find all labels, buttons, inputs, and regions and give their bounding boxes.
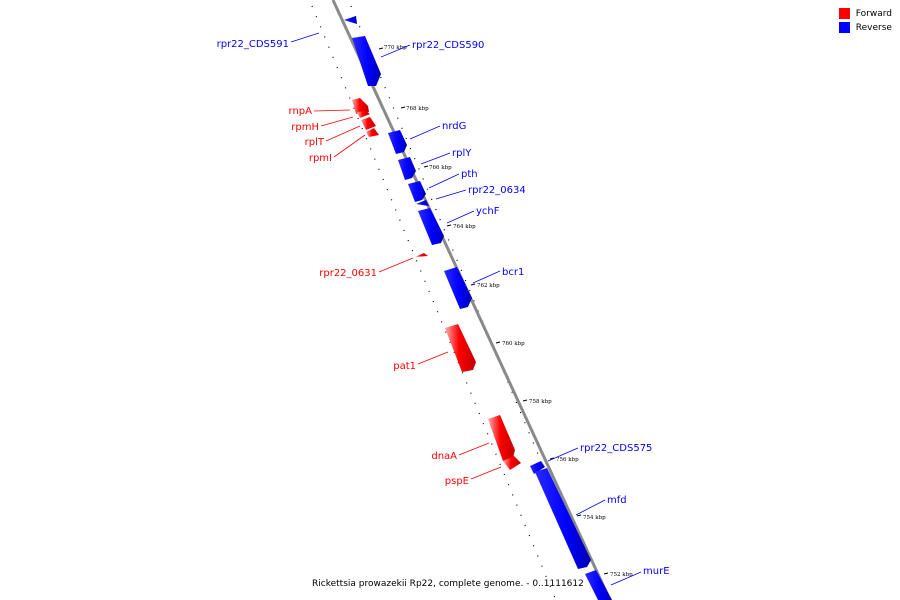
tick-label: 764 kbp [453, 224, 476, 230]
genome-axis [331, 0, 612, 600]
gene-label-bcr1[interactable]: bcr1 [502, 267, 524, 278]
tick-label: 754 kbp [583, 515, 606, 521]
tick-756: 756 kbp [549, 457, 579, 463]
reverse-swatch [838, 22, 850, 33]
tick-label: 762 kbp [477, 283, 500, 289]
gene-arrow-mfd[interactable] [535, 468, 591, 569]
tick-label: 768 kbp [406, 106, 429, 112]
gene-arrow-rplY[interactable] [398, 157, 416, 180]
tick-label: 766 kbp [429, 165, 452, 171]
gene-label-ychF[interactable]: ychF [476, 206, 500, 217]
gene-arrow-rpr22_0634[interactable] [416, 200, 429, 206]
tick-label: 756 kbp [556, 457, 579, 463]
gene-arrow-murE[interactable] [585, 570, 612, 600]
scale-ticks: 770 kbp 768 kbp 766 kbp 764 kbp 762 kbp … [378, 45, 633, 578]
gene-label-pat1[interactable]: pat1 [393, 361, 416, 372]
forward-gene-labels: rnpA rpmH rplT rpmI rpr22_0631 pat1 dnaA… [289, 106, 502, 487]
tick-758: 758 kbp [522, 399, 552, 405]
tick-770: 770 kbp [378, 45, 407, 51]
gene-label-rnpA[interactable]: rnpA [289, 106, 313, 117]
legend-item-reverse: Reverse [838, 22, 892, 33]
tick-760: 760 kbp [495, 341, 525, 347]
gene-arrow-rpmH[interactable] [357, 111, 370, 118]
map-caption: Rickettsia prowazekii Rp22, complete gen… [312, 579, 584, 589]
gene-label-murE[interactable]: murE [643, 566, 670, 577]
gene-label-pth[interactable]: pth [461, 169, 478, 180]
forward-genes [352, 98, 521, 470]
gene-arrow-rpr22_CDS575[interactable] [530, 461, 545, 474]
tick-label: 760 kbp [502, 341, 525, 347]
tick-label: 758 kbp [529, 399, 552, 405]
gene-label-nrdG[interactable]: nrdG [442, 121, 466, 132]
reverse-gene-labels: rpr22_CDS591 rpr22_CDS590 nrdG rplY pth … [217, 32, 670, 586]
gene-label-rpr22_CDS590[interactable]: rpr22_CDS590 [412, 40, 484, 51]
gene-label-dnaA[interactable]: dnaA [431, 451, 457, 462]
gene-label-rpr22_0631[interactable]: rpr22_0631 [319, 268, 377, 279]
tick-label: 752 kbp [610, 572, 633, 578]
gene-arrow-rpmI[interactable] [366, 128, 379, 137]
gene-arrow-dnaA[interactable] [488, 415, 515, 461]
forward-swatch [838, 8, 850, 19]
tick-label: 770 kbp [384, 45, 407, 51]
gene-arrow-ychF[interactable] [418, 208, 444, 245]
tick-762: 762 kbp [470, 283, 500, 289]
forward-track-dots [311, 5, 556, 599]
gene-label-mfd[interactable]: mfd [607, 495, 627, 506]
legend-item-forward: Forward [838, 8, 892, 19]
tick-752: 752 kbp [603, 572, 633, 578]
tick-754: 754 kbp [576, 514, 606, 521]
gene-label-rplT[interactable]: rplT [305, 137, 325, 148]
gene-arrow-rplT[interactable] [361, 117, 376, 130]
gene-label-rplY[interactable]: rplY [452, 148, 472, 159]
gene-label-pspE[interactable]: pspE [445, 476, 469, 487]
gene-arrow-pat1[interactable] [445, 324, 476, 372]
gene-label-rpmH[interactable]: rpmH [291, 122, 319, 133]
legend-label-forward: Forward [855, 8, 892, 19]
gene-label-rpr22_CDS575[interactable]: rpr22_CDS575 [580, 443, 652, 454]
reverse-genes [344, 16, 612, 600]
legend-label-reverse: Reverse [855, 22, 892, 33]
gene-arrow-pth[interactable] [408, 181, 426, 202]
legend: Forward Reverse [838, 8, 892, 36]
gene-arrow-rpr22_CDS591[interactable] [344, 16, 357, 24]
tick-768: 768 kbp [400, 106, 429, 112]
gene-arrow-bcr1[interactable] [444, 267, 472, 309]
tick-766: 766 kbp [423, 165, 452, 171]
gene-arrow-rpr22_CDS590[interactable] [352, 36, 381, 86]
gene-label-rpr22_CDS591[interactable]: rpr22_CDS591 [217, 39, 289, 50]
gene-arrow-rnpA[interactable] [352, 98, 369, 114]
tick-764: 764 kbp [446, 224, 476, 230]
gene-label-rpmI[interactable]: rpmI [309, 153, 332, 164]
gene-arrow-nrdG[interactable] [388, 130, 407, 154]
gene-label-rpr22_0634[interactable]: rpr22_0634 [468, 185, 526, 196]
gene-arrow-rpr22_0631[interactable] [415, 253, 428, 257]
gene-arrow-pspE[interactable] [503, 456, 521, 470]
